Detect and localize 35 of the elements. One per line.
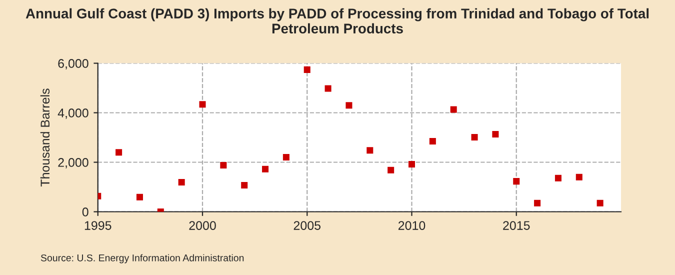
source-note: Source: U.S. Energy Information Administration: [40, 254, 244, 264]
point: [388, 166, 394, 174]
chart-title: Annual Gulf Coast (PADD 3) Imports by PADD of Processing from Trinidad and Tobago of Total Petroleum Products: [26, 8, 649, 34]
point: [324, 85, 332, 92]
point: [513, 178, 520, 185]
point: [262, 166, 269, 172]
point: [492, 131, 499, 138]
point: [199, 101, 206, 108]
point: [450, 106, 457, 113]
point: [408, 160, 416, 168]
y-tick-label: 4,000: [58, 108, 88, 119]
point: [366, 147, 374, 154]
point: [346, 102, 352, 109]
point: [429, 138, 436, 144]
point: [282, 154, 290, 161]
point: [220, 162, 227, 168]
y-tick-label: 0: [82, 208, 88, 216]
point: [471, 134, 478, 141]
x-tick-label: 2000: [189, 221, 216, 230]
point: [576, 174, 582, 180]
x-tick-label: 2005: [294, 221, 321, 230]
point: [116, 149, 122, 156]
y-tick-label: 2,000: [58, 158, 88, 168]
point: [241, 182, 248, 189]
point: [596, 200, 604, 206]
point: [304, 66, 310, 73]
x-tick-label: 1995: [84, 221, 112, 230]
point: [178, 179, 185, 186]
point: [534, 200, 541, 206]
x-tick-label: 2015: [503, 221, 530, 230]
y-tick-label: 6,000: [58, 59, 88, 70]
y-axis-title: Thousand Barrels: [40, 88, 50, 187]
x-tick-label: 2010: [398, 221, 426, 230]
point: [554, 174, 562, 182]
point: [136, 194, 143, 200]
